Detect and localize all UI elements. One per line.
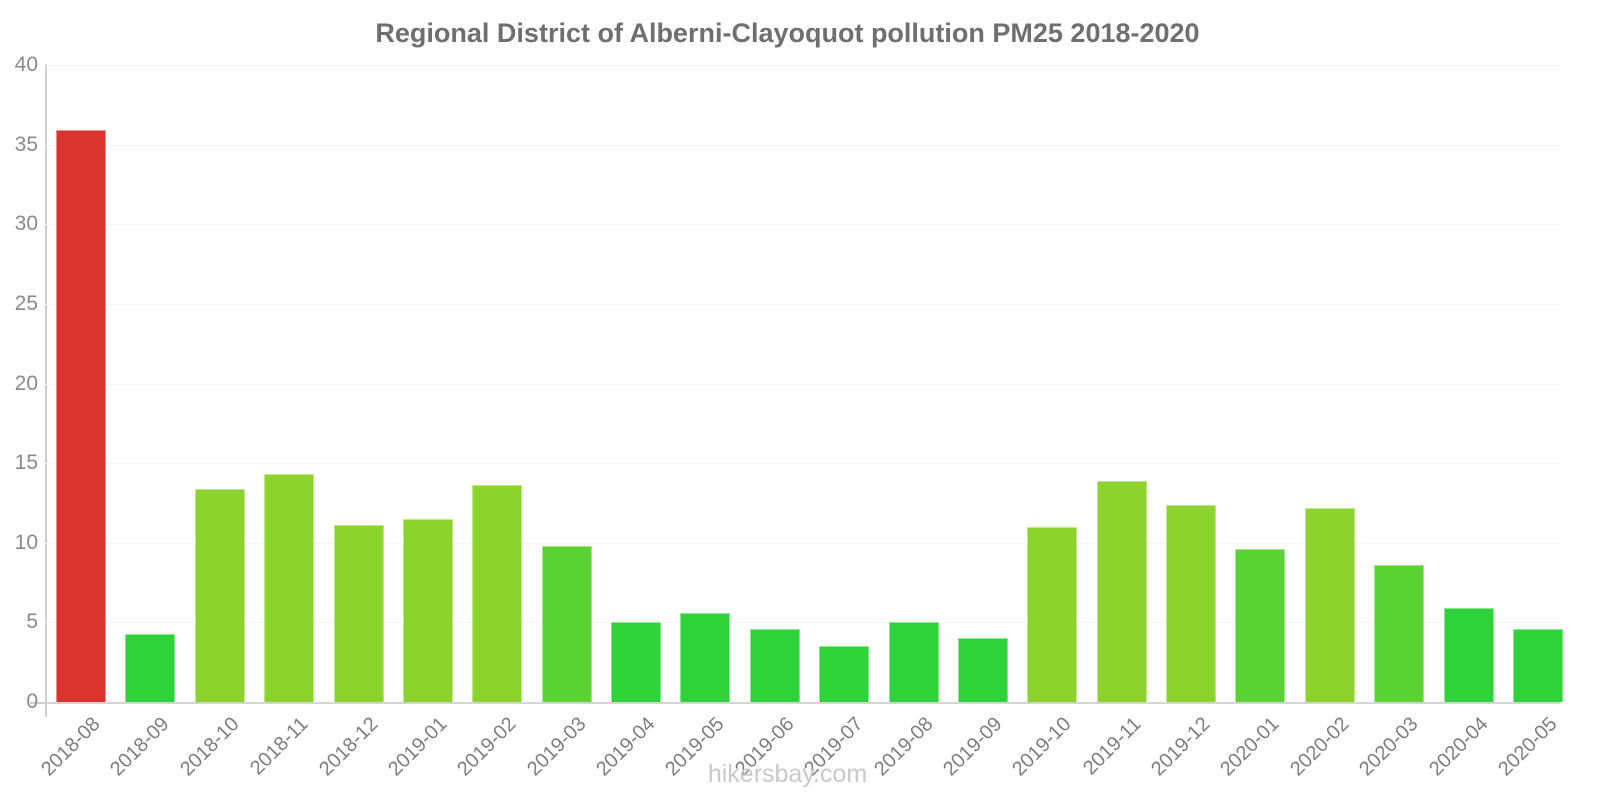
x-axis-line [44,702,1560,704]
bar-2019-09[interactable] [957,638,1008,702]
bar-2018-12[interactable] [333,525,384,702]
bar-2019-01[interactable] [402,519,453,702]
bar-2020-04[interactable] [1443,608,1494,702]
gridline-20 [45,383,1560,385]
bar-2019-06[interactable] [749,629,800,702]
bar-2019-04[interactable] [611,622,662,702]
bar-2018-09[interactable] [125,634,176,702]
y-tick-label-10: 10 [14,530,38,554]
chart-title: Regional District of Alberni-Clayoquot p… [375,18,1200,48]
bar-2019-07[interactable] [819,646,870,702]
y-tick-label-25: 25 [14,292,38,315]
bar-2020-05[interactable] [1512,629,1563,702]
bar-2019-03[interactable] [541,546,592,702]
y-tick-label-20: 20 [14,371,38,395]
bar-2018-08[interactable] [56,130,106,702]
gridline-5 [45,622,1560,624]
bar-2020-02[interactable] [1304,508,1355,702]
y-tick-label-0: 0 [26,690,38,713]
gridline-30 [45,224,1560,226]
bar-2019-08[interactable] [888,622,939,702]
bar-2019-02[interactable] [472,485,523,702]
y-tick-label-35: 35 [14,132,38,156]
y-tick-label-5: 5 [26,610,38,634]
plot-area [45,65,1565,702]
bar-2019-05[interactable] [680,613,731,702]
y-tick-label-15: 15 [14,451,38,475]
watermark-text: hikersbay.com [707,760,868,788]
y-axis-line [45,64,47,717]
gridline-15 [45,463,1560,465]
gridline-35 [45,144,1560,146]
gridline-10 [45,542,1560,544]
y-tick-label-30: 30 [14,212,38,236]
bar-2020-03[interactable] [1374,565,1425,702]
bar-2019-11[interactable] [1096,481,1147,702]
bar-2020-01[interactable] [1235,549,1286,702]
y-tick-label-40: 40 [14,53,38,77]
gridline-40 [45,65,1560,67]
bar-2019-10[interactable] [1027,527,1078,702]
gridline-25 [45,304,1560,305]
bar-2018-11[interactable] [264,474,315,702]
bar-2018-10[interactable] [194,489,245,702]
bar-2019-12[interactable] [1166,505,1217,702]
origin-tick [30,702,45,704]
